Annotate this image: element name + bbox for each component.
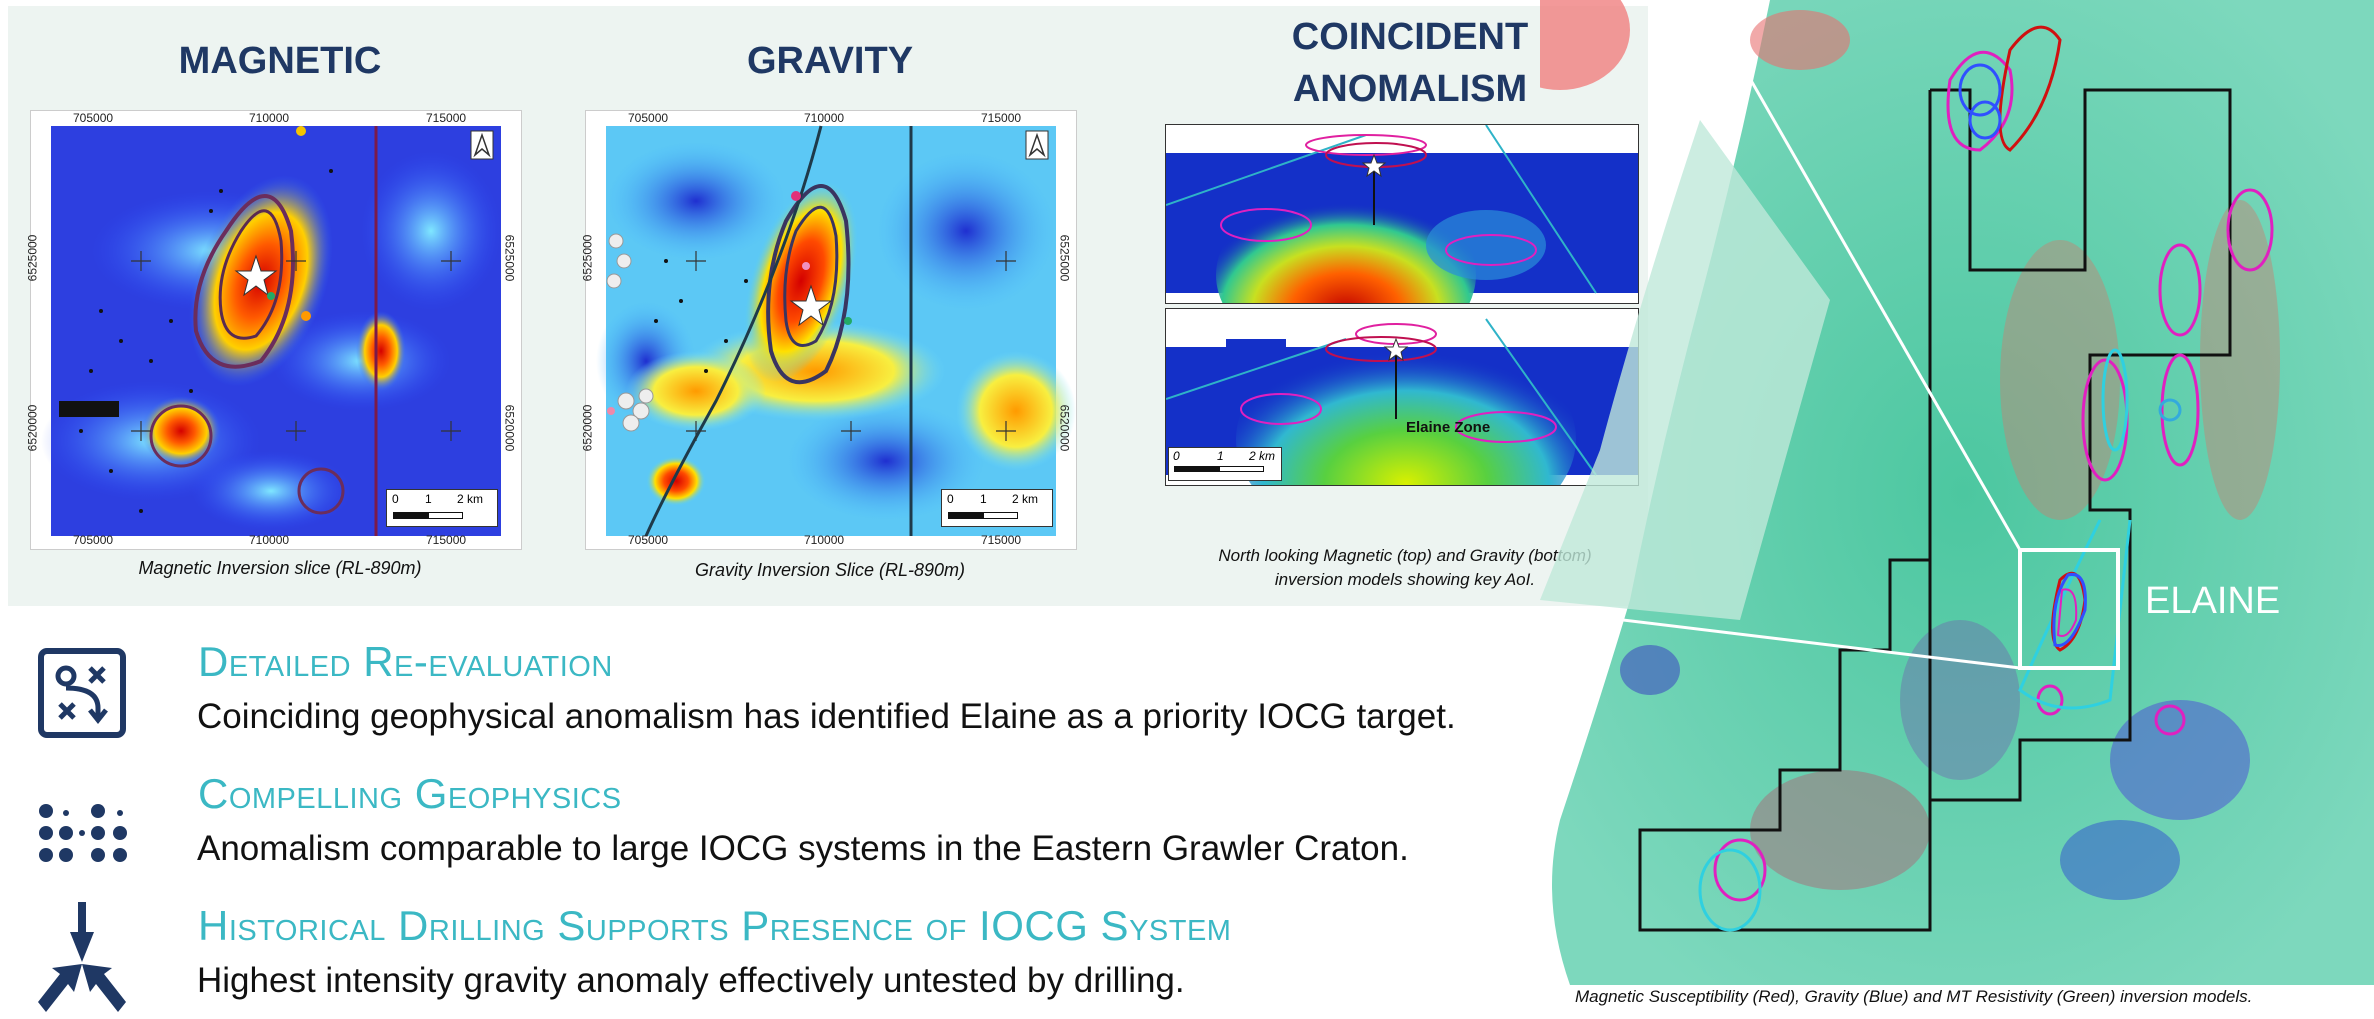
- scale-label: 0: [392, 492, 399, 506]
- converging-arrows-icon: [38, 902, 128, 1019]
- elaine-label: ELAINE: [2145, 580, 2281, 622]
- elaine-zone-label: Elaine Zone: [1406, 419, 1491, 436]
- scale-label: 1: [1217, 449, 1224, 463]
- scale-label: 2 km: [457, 492, 484, 506]
- section-title: Detailed Re-evaluation: [198, 638, 613, 685]
- x-tick-label: 710000: [804, 111, 845, 125]
- map-route-icon: [38, 648, 126, 743]
- gravity-caption: Gravity Inversion Slice (RL-890m): [694, 560, 966, 580]
- coincident-title-line2: ANOMALISM: [1292, 68, 1528, 110]
- scale-label: 1: [980, 492, 987, 506]
- scale-label: 0: [1173, 449, 1180, 463]
- coincident-caption-line2: inversion models showing key AoI.: [1274, 570, 1536, 589]
- gravity-section-view: Elaine Zone 0 1 2 km: [1165, 308, 1639, 486]
- x-tick-label: 710000: [249, 533, 290, 547]
- elaine-3d-model: ELAINE: [1490, 0, 2374, 985]
- dots-pattern-icon: [38, 803, 128, 868]
- scale-label: 1: [425, 492, 432, 506]
- x-tick-label: 715000: [981, 533, 1022, 547]
- x-tick-label: 715000: [981, 111, 1022, 125]
- magnetic-section-view: [1165, 124, 1639, 304]
- gravity-map: 705000 710000 715000 705000 710000 71500…: [580, 110, 1077, 550]
- x-tick-label: 705000: [73, 533, 114, 547]
- x-tick-label: 705000: [628, 533, 669, 547]
- section-body: Coinciding geophysical anomalism has ide…: [197, 697, 1456, 736]
- coincident-caption-line1: North looking Magnetic (top) and Gravity…: [1218, 546, 1592, 565]
- gravity-title: GRAVITY: [746, 40, 914, 82]
- y-tick-label: 6525000: [1057, 234, 1072, 282]
- scale-label: 2 km: [1012, 492, 1039, 506]
- section-body: Anomalism comparable to large IOCG syste…: [197, 829, 1409, 868]
- y-tick-label: 6520000: [580, 404, 595, 452]
- y-tick-label: 6520000: [25, 404, 40, 452]
- scale-bar: 0 1 2 km: [386, 489, 498, 527]
- y-tick-label: 6525000: [25, 234, 40, 282]
- model-caption: Magnetic Susceptibility (Red), Gravity (…: [1575, 987, 2253, 1006]
- coincident-title-line1: COINCIDENT: [1291, 16, 1529, 58]
- x-tick-label: 705000: [628, 111, 669, 125]
- section-title: Compelling Geophysics: [198, 770, 622, 817]
- x-tick-label: 710000: [804, 533, 845, 547]
- scale-bar: 0 1 2 km: [1168, 447, 1282, 481]
- scale-label: 0: [947, 492, 954, 506]
- x-tick-label: 715000: [426, 111, 467, 125]
- x-tick-label: 705000: [73, 111, 114, 125]
- section-body: Highest intensity gravity anomaly effect…: [197, 961, 1185, 1000]
- x-tick-label: 710000: [249, 111, 290, 125]
- x-tick-label: 715000: [426, 533, 467, 547]
- scale-label: 2 km: [1249, 449, 1276, 463]
- section-title: Historical Drilling Supports Presence of…: [198, 902, 1232, 949]
- magnetic-caption: Magnetic Inversion slice (RL-890m): [138, 558, 422, 578]
- scale-bar: 0 1 2 km: [941, 489, 1053, 527]
- magnetic-map: 705000 710000 715000 705000 710000 71500…: [25, 110, 522, 550]
- y-tick-label: 6520000: [502, 404, 517, 452]
- y-tick-label: 6525000: [580, 234, 595, 282]
- y-tick-label: 6525000: [502, 234, 517, 282]
- y-tick-label: 6520000: [1057, 404, 1072, 452]
- magnetic-title: MAGNETIC: [178, 40, 382, 82]
